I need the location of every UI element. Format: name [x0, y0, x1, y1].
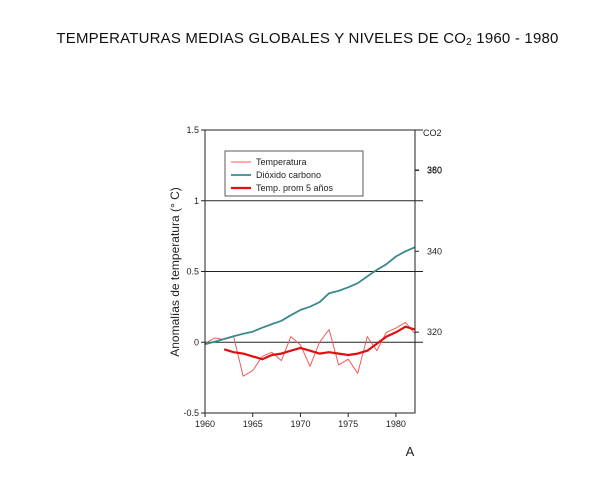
- x-tick-label: 1980: [386, 419, 406, 429]
- legend-label: Dióxido carbono: [256, 170, 321, 180]
- page-title: TEMPERATURAS MEDIAS GLOBALES Y NIVELES D…: [0, 30, 615, 48]
- series-line-2: [204, 246, 416, 346]
- x-tick-label: 1975: [338, 419, 358, 429]
- x-tick-label: 1960: [195, 419, 215, 429]
- title-subscript: 2: [466, 37, 472, 48]
- y-tick-label: 0.5: [186, 267, 199, 277]
- y-axis-label: Anomalías de temperatura (° C): [168, 187, 182, 357]
- y2-tick-label: 380: [427, 165, 442, 175]
- y2-axis-label: CO2: [423, 128, 442, 138]
- x-tick-label: 1970: [290, 419, 310, 429]
- y-tick-label: -0.5: [183, 408, 199, 418]
- x-tick-label: 1965: [243, 419, 263, 429]
- y2-tick-label: 340: [427, 246, 442, 256]
- x-axis-label: A: [406, 444, 415, 459]
- legend-label: Temp. prom 5 años: [256, 183, 334, 193]
- series-line-3: [223, 325, 416, 361]
- grid-lines: [205, 129, 423, 343]
- series-line-1: [204, 321, 416, 377]
- series-group: [204, 246, 416, 377]
- y-tick-label: 1.5: [186, 125, 199, 135]
- y-tick-label: 0: [194, 337, 199, 347]
- y-tick-label: 1: [194, 196, 199, 206]
- y2-tick-label: 360: [427, 165, 442, 175]
- title-years: 1960 - 1980: [471, 30, 559, 47]
- title-main: TEMPERATURAS MEDIAS GLOBALES Y NIVELES D…: [56, 30, 467, 47]
- y2-tick-label: 320: [427, 327, 442, 337]
- legend-label: Temperatura: [256, 157, 307, 167]
- legend: Temperatura Dióxido carbono Temp. prom 5 a…: [224, 150, 364, 197]
